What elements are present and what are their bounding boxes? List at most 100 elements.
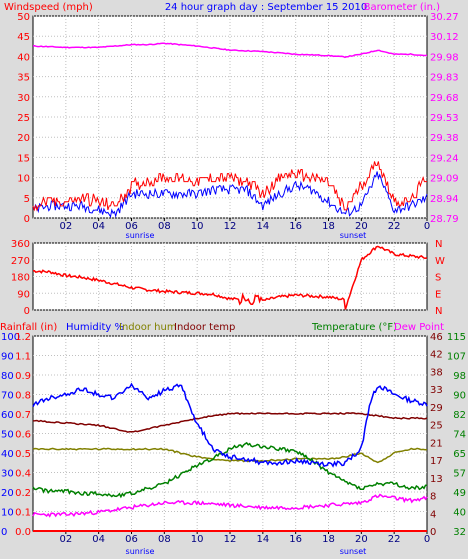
humidity-temp-gridlines (33, 335, 427, 532)
windspeed-tick-label: 0 (24, 214, 30, 225)
x-tick-label: 22 (388, 221, 401, 232)
humidity-tick-label: 80 (1, 371, 14, 382)
fahrenheit-tick-label: 57 (453, 469, 466, 480)
compass-label: N (435, 306, 442, 317)
humidity-tick-label: 0 (1, 527, 7, 538)
fahrenheit-tick-label: 40 (453, 508, 466, 519)
humidity-tick-label: 90 (1, 352, 14, 363)
indoor-hum-label: Indoor hum (119, 322, 177, 333)
fahrenheit-tick-label: 74 (453, 430, 466, 441)
direction-tick-label: 360 (11, 239, 30, 250)
fahrenheit-tick-label: 90 (453, 391, 466, 402)
windspeed-tick-label: 40 (17, 52, 30, 63)
barometer-axis-label: Barometer (in.) (364, 2, 440, 13)
celsius-tick-label: 8 (430, 492, 436, 503)
celsius-tick-label: 4 (430, 509, 436, 520)
x-tick-label: 0 (424, 221, 430, 232)
barometer-tick-label: 29.83 (430, 73, 459, 84)
barometer-tick-label: 29.38 (430, 133, 459, 144)
celsius-tick-label: 33 (430, 385, 443, 396)
x-tick-label: 20 (355, 221, 368, 232)
x-tick-label: 10 (191, 221, 204, 232)
x-tick-label: 02 (59, 534, 72, 545)
direction-tick-label: 270 (11, 256, 30, 267)
direction-tick-label: 180 (11, 273, 30, 284)
x-tick-label: 12 (224, 534, 237, 545)
humidity-tick-label: 10 (1, 508, 14, 519)
wind-direction-series (32, 245, 428, 310)
barometer-tick-label: 29.68 (430, 93, 459, 104)
wind-baro-series (32, 42, 428, 218)
x-tick-label: 08 (158, 221, 171, 232)
temperature-axis-label: Temperature (°F) (311, 322, 397, 333)
barometer-tick-label: 29.24 (430, 153, 459, 164)
sunset-marker-panel1: sunset (340, 231, 367, 240)
fahrenheit-tick-label: 82 (453, 410, 466, 421)
dew-point-line (32, 493, 428, 518)
wind-average-line (32, 171, 428, 218)
x-tick-label: 02 (59, 221, 72, 232)
compass-label: E (435, 289, 441, 300)
celsius-tick-label: 25 (430, 421, 443, 432)
x-tick-label: 18 (322, 534, 335, 545)
fahrenheit-tick-label: 98 (453, 371, 466, 382)
fahrenheit-tick-label: 115 (447, 332, 466, 343)
rainfall-tick-label: 0.9 (15, 371, 31, 382)
x-tick-label: 04 (92, 534, 105, 545)
x-tick-label: 14 (256, 534, 269, 545)
x-tick-label: 10 (191, 534, 204, 545)
rainfall-tick-label: 1.2 (15, 332, 31, 343)
barometer-tick-label: 30.27 (430, 12, 459, 23)
rainfall-tick-label: 0.6 (15, 430, 31, 441)
rainfall-tick-label: 0.7 (15, 410, 31, 421)
windspeed-tick-label: 20 (17, 133, 30, 144)
windspeed-tick-label: 25 (17, 113, 30, 124)
windspeed-tick-label: 50 (17, 12, 30, 23)
celsius-tick-label: 42 (430, 350, 443, 361)
fahrenheit-tick-label: 107 (447, 352, 466, 363)
indoor-temp-line (32, 412, 428, 433)
celsius-tick-label: 29 (430, 403, 443, 414)
rainfall-tick-label: 0.1 (15, 508, 31, 519)
celsius-tick-label: 21 (430, 438, 443, 449)
x-tick-label: 20 (355, 534, 368, 545)
humidity-tick-label: 100 (1, 332, 20, 343)
direction-tick-label: 90 (17, 289, 30, 300)
windspeed-tick-label: 5 (24, 194, 30, 205)
direction-tick-label: 0 (24, 306, 30, 317)
humidity-line (32, 382, 428, 468)
fahrenheit-tick-label: 32 (453, 527, 466, 538)
celsius-tick-label: 0 (430, 527, 436, 538)
dew-point-label: Dew Point (394, 322, 444, 333)
indoor-temp-label: Indoor temp (174, 322, 235, 333)
celsius-tick-label: 46 (430, 332, 443, 343)
compass-label: N (435, 239, 442, 250)
indoor-hum-line (32, 447, 428, 464)
x-tick-label: 12 (224, 221, 237, 232)
humidity-tick-label: 70 (1, 391, 14, 402)
rainfall-tick-label: 1.1 (15, 352, 31, 363)
x-tick-label: 06 (125, 534, 138, 545)
compass-label: W (435, 256, 445, 267)
celsius-tick-label: 38 (430, 367, 443, 378)
fahrenheit-tick-label: 65 (453, 449, 466, 460)
windspeed-tick-label: 10 (17, 174, 30, 185)
wind-gust-line (32, 161, 427, 212)
x-tick-label: 04 (92, 221, 105, 232)
humidity-tick-label: 20 (1, 488, 14, 499)
sunset-marker-panel3: sunset (340, 547, 367, 556)
x-tick-label: 0 (424, 534, 430, 545)
celsius-tick-label: 17 (430, 456, 443, 467)
barometer-tick-label: 28.79 (430, 214, 459, 225)
humidity-axis-label: Humidity % (66, 322, 124, 333)
windspeed-tick-label: 35 (17, 73, 30, 84)
chart-title: 24 hour graph day : September 15 2010 (165, 2, 367, 13)
barometer-tick-label: 28.94 (430, 194, 459, 205)
barometer-tick-label: 29.09 (430, 174, 459, 185)
humidity-temp-series (32, 382, 428, 532)
celsius-tick-label: 13 (430, 474, 443, 485)
barometer-tick-label: 29.53 (430, 113, 459, 124)
barometer-tick-label: 29.98 (430, 52, 459, 63)
x-tick-label: 16 (289, 534, 302, 545)
